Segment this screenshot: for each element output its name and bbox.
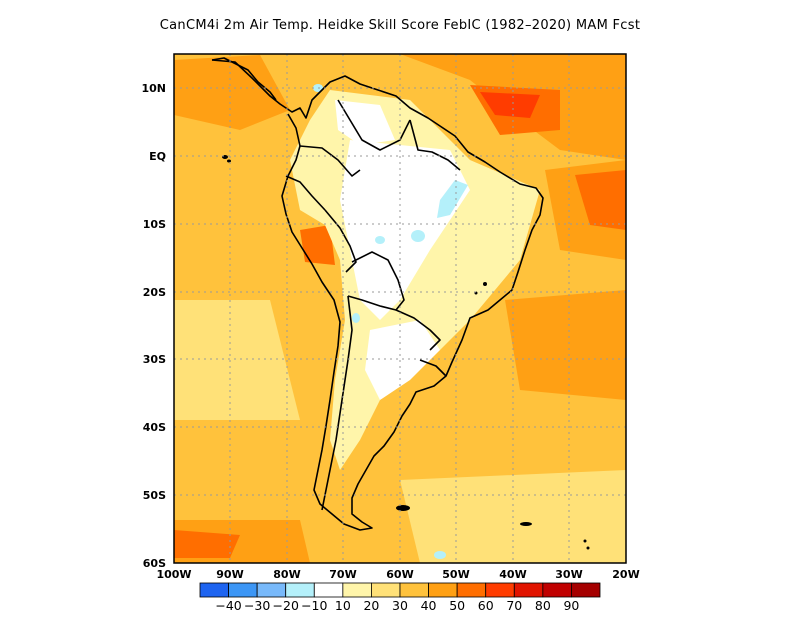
colorbar-tick-label: 90 — [563, 598, 579, 613]
lat-label: EQ — [149, 150, 166, 163]
colorbar-swatch — [542, 582, 572, 598]
field-patch-hot-3 — [575, 170, 626, 230]
colorbar-swatch — [571, 582, 601, 598]
colorbar-tick-label: 30 — [392, 598, 408, 613]
field-patch-hot-2 — [480, 92, 540, 118]
colorbar-tick-label: 50 — [449, 598, 465, 613]
coastlines — [211, 57, 544, 531]
lat-label: 40S — [143, 421, 166, 434]
lat-label: 30S — [143, 353, 166, 366]
colorbar-swatch — [399, 582, 429, 598]
border-brazil-paraguay — [395, 309, 441, 351]
field-continent-white-3 — [335, 100, 395, 145]
falkland-islands — [396, 505, 410, 511]
lon-label: 20W — [612, 568, 639, 581]
lat-axis: 10N EQ 10S 20S 30S 40S 50S 60S — [141, 82, 166, 570]
colorbar-swatch — [485, 582, 515, 598]
lon-label: 30W — [555, 568, 582, 581]
lon-axis: 100W 90W 80W 70W 60W 50W 40W 30W 20W — [156, 568, 639, 581]
south-sandwich-island — [586, 546, 590, 550]
colorbar-swatch — [285, 582, 315, 598]
field-negative-spot-5 — [434, 551, 446, 559]
colorbar-swatch — [228, 582, 258, 598]
border-peru-brazil — [324, 209, 357, 273]
field-patch-southwest-hot — [174, 530, 240, 558]
colorbar-tick-label: −40 — [215, 598, 241, 613]
graticule — [174, 54, 626, 563]
lon-label: 80W — [273, 568, 300, 581]
border-ecuador — [285, 175, 326, 211]
south-america-coastline — [211, 59, 544, 531]
border-argentina — [321, 295, 353, 511]
field-negative-spot-1 — [437, 180, 468, 218]
colorbar-swatch — [256, 582, 287, 598]
border-bolivia — [347, 251, 405, 311]
chart-title: CanCM4i 2m Air Temp. Heidke Skill Score … — [159, 18, 641, 33]
colorbar-tick-label: −10 — [301, 598, 327, 613]
field-negative-spot-4 — [352, 313, 360, 323]
galapagos-island-2 — [227, 159, 231, 163]
colorbar: −40 −30 −20 −10 10 20 30 40 50 60 70 80 90 — [199, 582, 601, 613]
field-patch-peru — [300, 225, 335, 265]
field-continent-white-1 — [340, 140, 470, 320]
lat-label: 60S — [143, 557, 166, 570]
lake-dot — [483, 282, 487, 286]
colorbar-swatch — [342, 582, 372, 598]
lon-label: 40W — [499, 568, 526, 581]
lat-label: 20S — [143, 286, 166, 299]
colorbar-tick-label: −30 — [244, 598, 270, 613]
field-negative-spot-2 — [411, 230, 425, 242]
colorbar-swatch — [456, 582, 487, 598]
colorbar-tick-label: −20 — [273, 598, 299, 613]
lon-label: 50W — [442, 568, 469, 581]
lat-label: 10S — [143, 218, 166, 231]
field-patch-east-pacific — [174, 55, 290, 130]
colorbar-swatch — [513, 582, 544, 598]
lon-label: 60W — [386, 568, 413, 581]
colorbar-swatch — [371, 582, 401, 598]
lon-label: 90W — [216, 568, 243, 581]
shaded-field — [174, 54, 626, 563]
colorbar-swatch — [428, 582, 458, 598]
colorbar-swatch — [199, 582, 229, 598]
border-colombia — [299, 145, 361, 177]
colorbar-tick-label: 40 — [421, 598, 437, 613]
central-america — [211, 57, 277, 101]
border-venezuela — [337, 99, 411, 151]
colorbar-tick-label: 10 — [335, 598, 351, 613]
border-uruguay — [419, 359, 447, 377]
south-sandwich-island-2 — [583, 539, 587, 543]
lat-label: 10N — [141, 82, 166, 95]
colorbar-tick-label: 20 — [363, 598, 379, 613]
border-guianas — [409, 119, 461, 171]
lon-label: 100W — [156, 568, 191, 581]
south-georgia — [520, 522, 532, 526]
field-patch-south-atlantic — [505, 290, 626, 400]
field-negative-spot-3 — [375, 236, 385, 244]
field-continent-white-2 — [365, 320, 440, 400]
lon-label: 70W — [329, 568, 356, 581]
field-patch-pacific-light — [174, 300, 300, 420]
map-frame — [173, 53, 627, 564]
lat-label: 50S — [143, 489, 166, 502]
colorbar-swatch — [313, 582, 344, 598]
colorbar-tick-label: 80 — [535, 598, 551, 613]
colorbar-tick-label: 60 — [478, 598, 494, 613]
colorbar-tick-label: 70 — [506, 598, 522, 613]
